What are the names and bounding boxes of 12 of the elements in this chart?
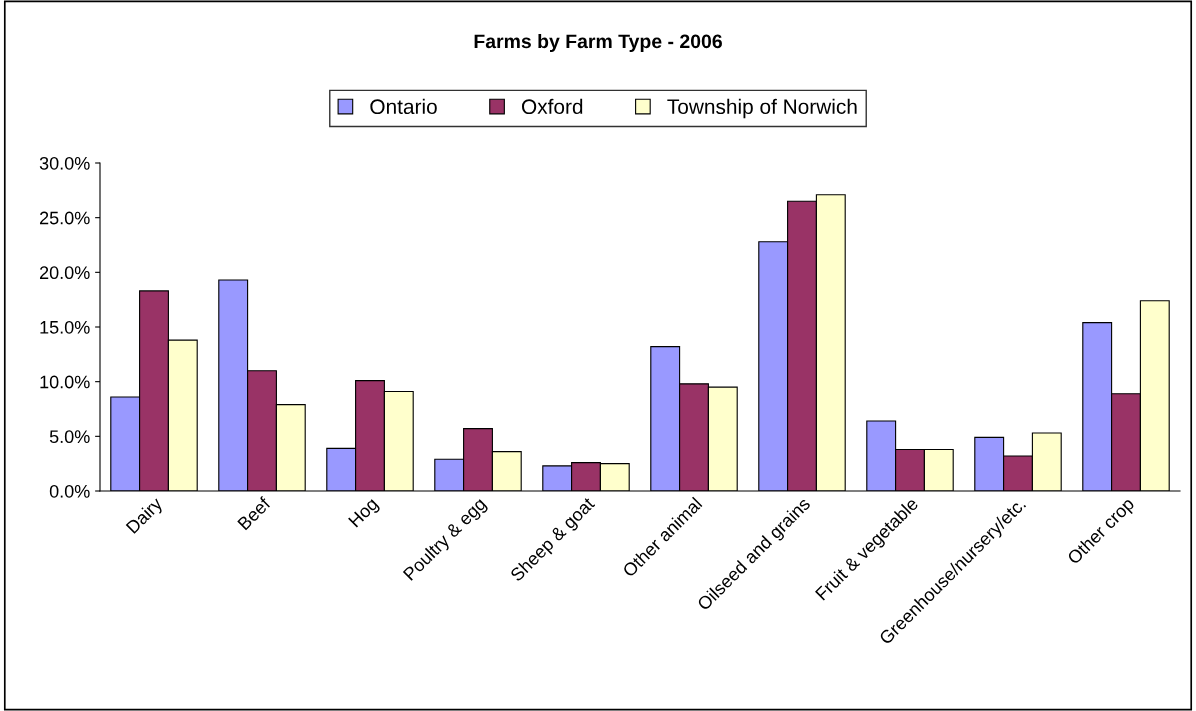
y-tick-label: 10.0% bbox=[40, 375, 90, 389]
y-tick-label: 30.0% bbox=[39, 156, 90, 170]
y-tick-label: 0.0% bbox=[49, 484, 90, 498]
y-tick-label: 5.0% bbox=[49, 430, 90, 444]
chart-title: Farms by Farm Type - 2006 bbox=[474, 33, 722, 53]
legend-label: Ontario bbox=[370, 98, 437, 115]
legend-label: Township of Norwich bbox=[667, 98, 857, 119]
x-tick-label: Hog bbox=[348, 497, 382, 531]
y-tick-label: 15.0% bbox=[40, 320, 90, 334]
y-tick-label: 20.0% bbox=[39, 266, 90, 280]
legend-label: Oxford bbox=[521, 98, 583, 115]
y-tick-label: 25.0% bbox=[39, 211, 90, 225]
